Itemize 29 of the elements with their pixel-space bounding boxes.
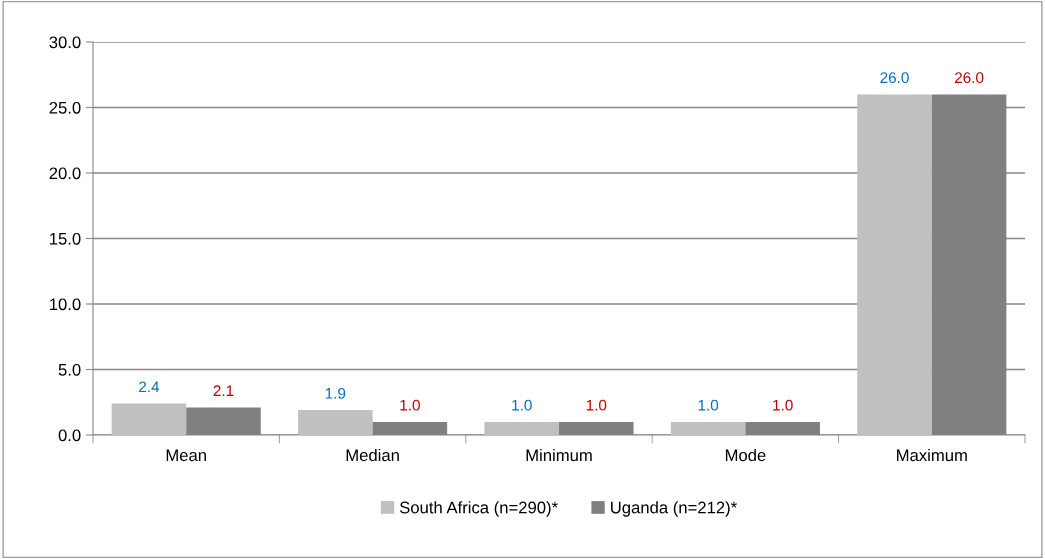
y-tick-label: 20.0 [49, 167, 81, 180]
data-label: 26.0 [880, 72, 909, 84]
bar [484, 421, 559, 435]
data-label: 26.0 [954, 72, 984, 84]
data-label: 2.4 [139, 381, 160, 393]
x-tick-label: Median [346, 448, 399, 462]
legend-label: South Africa (n=290)* [399, 501, 558, 517]
data-label: 1.0 [773, 399, 793, 411]
y-tick-label: 25.0 [49, 101, 81, 114]
bar [857, 94, 932, 435]
data-label: 2.1 [213, 385, 234, 396]
data-label: 1.0 [512, 399, 532, 411]
y-tick-label: 0.0 [58, 429, 81, 442]
x-tick-label: Maximum [897, 448, 967, 462]
x-tick-label: Mean [166, 449, 206, 462]
data-label: 1.0 [586, 399, 607, 411]
data-label: 1.0 [698, 399, 719, 411]
x-tick-label: Minimum [526, 448, 592, 462]
legend-label: Uganda (n=212)* [611, 501, 737, 517]
y-tick-label: 30.0 [49, 36, 81, 49]
bar [298, 410, 373, 435]
bar [670, 421, 746, 435]
bar [111, 403, 187, 435]
data-label: 1.9 [325, 387, 346, 399]
y-tick-label: 5.0 [58, 363, 81, 376]
data-label: 1.0 [400, 399, 420, 411]
y-tick-label: 10.0 [50, 298, 81, 311]
y-tick-label: 15.0 [50, 232, 81, 245]
x-tick-label: Mode [725, 448, 766, 462]
